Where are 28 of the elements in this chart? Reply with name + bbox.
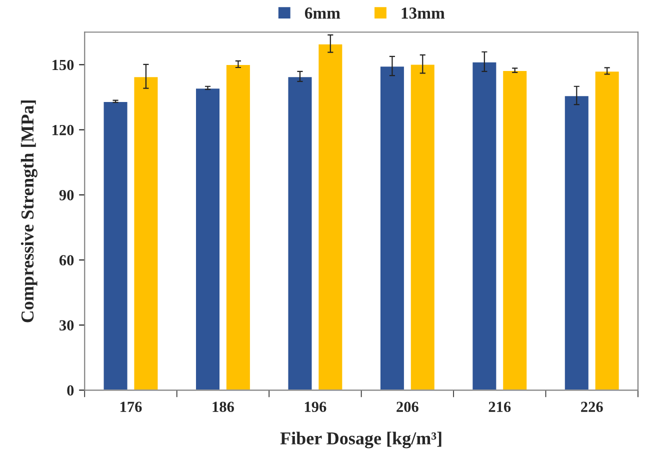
x-tick-label: 226	[581, 402, 603, 412]
bar	[564, 94, 590, 390]
bar	[194, 87, 221, 390]
bar	[225, 64, 252, 390]
bar	[594, 70, 620, 390]
bar	[132, 76, 160, 390]
bar	[102, 100, 129, 390]
bar	[379, 65, 406, 390]
bar	[286, 76, 314, 390]
x-tick-label: 196	[304, 402, 326, 412]
bar	[471, 60, 498, 390]
y-tick-label: 150	[52, 60, 74, 70]
bar	[502, 70, 528, 390]
y-tick-label: 60	[59, 255, 74, 266]
x-axis-title: Fiber Dosage [kg/m³]	[280, 432, 442, 448]
x-tick-label: 216	[488, 402, 511, 412]
y-tick-label: 120	[52, 124, 74, 136]
y-axis-title: Compressive Strength [MPa]	[20, 100, 38, 322]
legend-label: 6mm	[304, 8, 340, 19]
y-tick-label: 0	[67, 385, 74, 396]
x-tick-label: 176	[120, 402, 142, 412]
x-tick-label: 186	[212, 402, 234, 412]
x-tick-label: 206	[396, 402, 418, 412]
bar	[317, 42, 344, 390]
y-tick-label: 90	[59, 190, 74, 200]
bar	[409, 63, 436, 390]
y-tick-label: 30	[60, 320, 74, 331]
legend-label: 13mm	[402, 8, 445, 19]
